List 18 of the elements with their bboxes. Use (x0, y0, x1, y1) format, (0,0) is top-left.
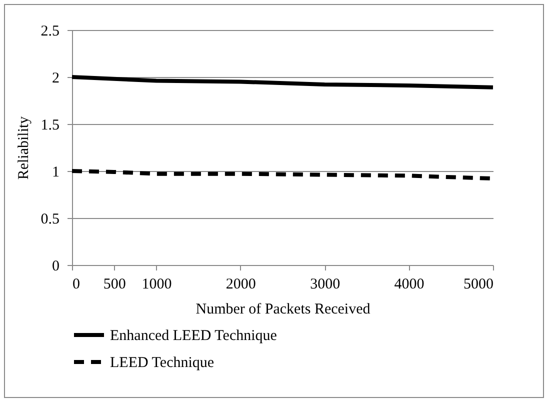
x-axis-title: Number of Packets Received (196, 302, 371, 318)
x-tick-label: 3000 (310, 276, 340, 292)
y-tick-label: 0.5 (40, 212, 60, 228)
y-tick-label: 0 (52, 258, 60, 274)
x-tick-label: 1000 (142, 276, 172, 292)
y-tick-label: 1 (52, 164, 60, 180)
x-tick-label: 500 (103, 276, 126, 292)
legend-label: LEED Technique (110, 355, 214, 371)
y-tick-label: 1.5 (40, 118, 60, 134)
y-axis-title: Reliability (16, 116, 32, 180)
x-tick-label: 5000 (464, 276, 494, 292)
x-tick-label: 0 (72, 276, 80, 292)
x-tick-label: 2000 (226, 276, 256, 292)
y-tick-label: 2 (52, 70, 60, 86)
legend-label: Enhanced LEED Technique (110, 328, 278, 344)
x-tick-label: 4000 (394, 276, 424, 292)
y-tick-label: 2.5 (40, 24, 60, 40)
line-series (70, 75, 495, 90)
